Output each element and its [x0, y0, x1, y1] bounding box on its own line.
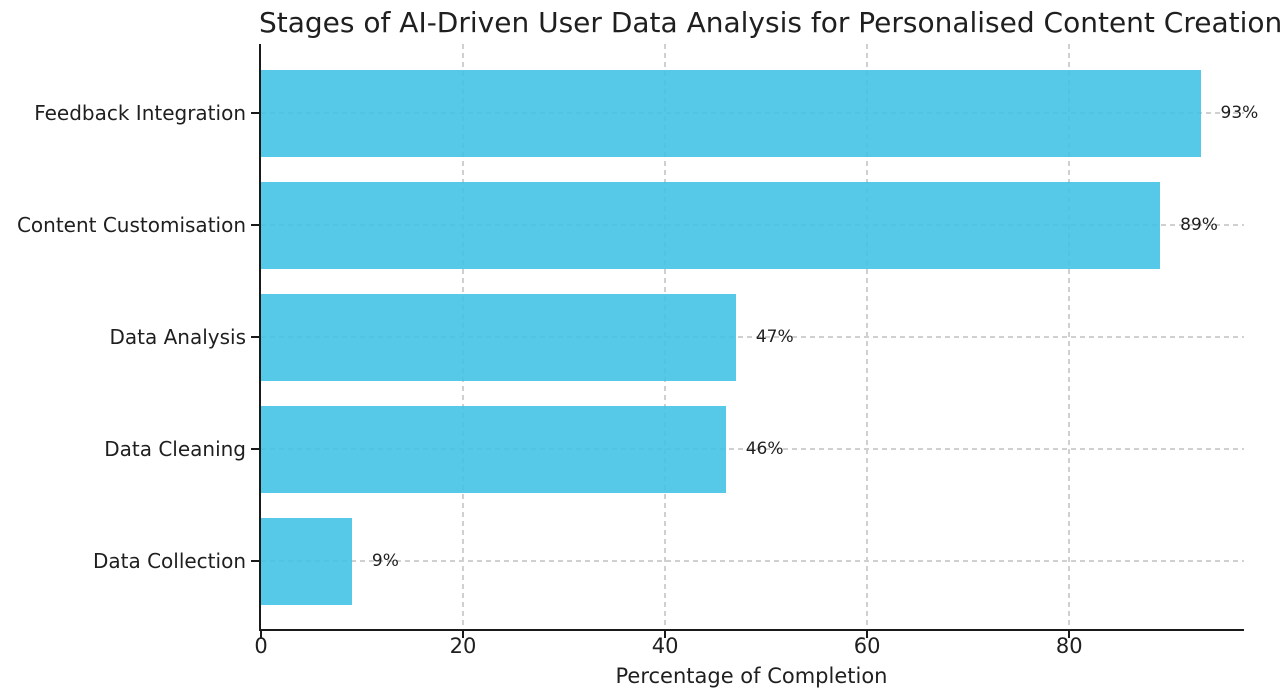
chart-title: Stages of AI-Driven User Data Analysis f…: [259, 6, 1280, 39]
x-tick-label: 60: [853, 634, 881, 658]
bar: [261, 405, 726, 493]
bar-value-label: 89%: [1180, 215, 1218, 235]
x-axis-tick: [866, 631, 869, 638]
bar-value-label: 47%: [755, 327, 794, 347]
x-tick-label: 40: [651, 634, 679, 658]
x-axis-tick: [260, 631, 262, 638]
bar: [261, 293, 736, 381]
bar-value-label: 93%: [1220, 103, 1259, 123]
bar-value-label: 46%: [745, 439, 784, 459]
x-tick-label: 0: [254, 634, 268, 658]
y-gridline: [261, 448, 1244, 450]
x-tick-label: 20: [449, 634, 477, 658]
y-axis-tick: [251, 336, 259, 338]
y-category-label: Feedback Integration: [34, 101, 246, 125]
y-axis-tick: [251, 112, 259, 114]
y-gridline: [261, 560, 1244, 562]
y-category-label: Data Analysis: [109, 325, 246, 349]
y-category-label: Content Customisation: [16, 213, 246, 237]
y-category-label: Data Collection: [92, 549, 246, 573]
y-gridline: [261, 336, 1244, 338]
x-axis-tick: [1068, 631, 1071, 638]
x-axis-tick: [462, 631, 465, 638]
bar: [261, 181, 1161, 269]
bar: [261, 517, 352, 605]
bar: [261, 69, 1201, 157]
y-axis-tick: [251, 560, 259, 562]
plot-area: 93% 89% 47% 46% 9%: [251, 44, 1258, 631]
x-tick-label: 80: [1055, 634, 1083, 658]
x-axis-label: Percentage of Completion: [615, 664, 888, 688]
y-axis-tick: [251, 448, 259, 450]
x-axis-tick: [664, 631, 667, 638]
bar-value-label: 9%: [371, 551, 399, 571]
y-axis-tick: [251, 224, 259, 226]
y-category-label: Data Cleaning: [104, 437, 246, 461]
